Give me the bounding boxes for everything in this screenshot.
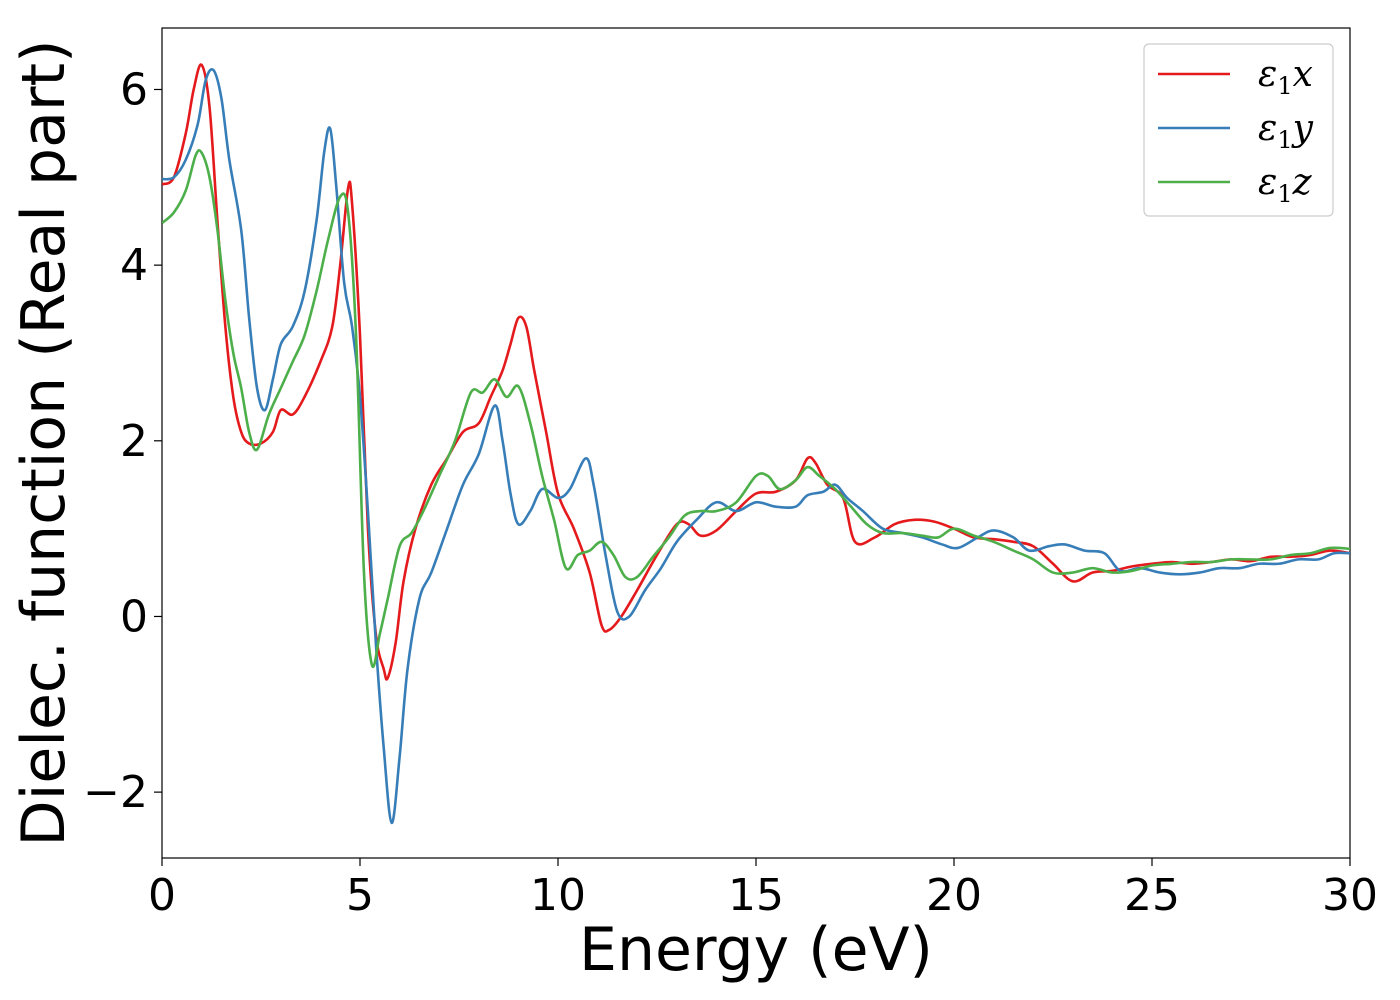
legend-frame [1143, 43, 1334, 217]
y-tick-label: 2 [120, 416, 148, 467]
y-tick-label: 4 [120, 240, 148, 291]
x-tick-label: 10 [530, 870, 586, 921]
legend-item-y: ε1y [1158, 108, 1314, 154]
legend-label: ε1x [1258, 54, 1313, 100]
x-tick-label: 15 [728, 870, 784, 921]
legend-label: ε1y [1258, 108, 1314, 154]
x-axis-label: Energy (eV) [579, 915, 933, 985]
series-line-y [162, 68, 1350, 825]
y-tick-label: 0 [120, 591, 148, 642]
legend-item-x: ε1x [1158, 54, 1313, 100]
y-tick-label: 6 [120, 64, 148, 115]
x-axis-ticks: 0 5 10 15 20 25 30 [148, 858, 1378, 921]
x-tick-label: 25 [1124, 870, 1180, 921]
series-layer [162, 63, 1350, 825]
legend: ε1x ε1y ε1z [1143, 43, 1334, 217]
x-tick-label: 0 [148, 870, 176, 921]
y-tick-label: −2 [83, 767, 148, 818]
y-axis-label: Dielec. function (Real part) [9, 40, 79, 847]
legend-label: ε1z [1258, 162, 1313, 208]
x-tick-label: 5 [346, 870, 374, 921]
x-tick-label: 20 [926, 870, 982, 921]
legend-item-z: ε1z [1158, 162, 1313, 208]
series-line-z [162, 148, 1350, 669]
y-axis-ticks: −2 0 2 4 6 [83, 64, 162, 818]
x-tick-label: 30 [1322, 870, 1378, 921]
